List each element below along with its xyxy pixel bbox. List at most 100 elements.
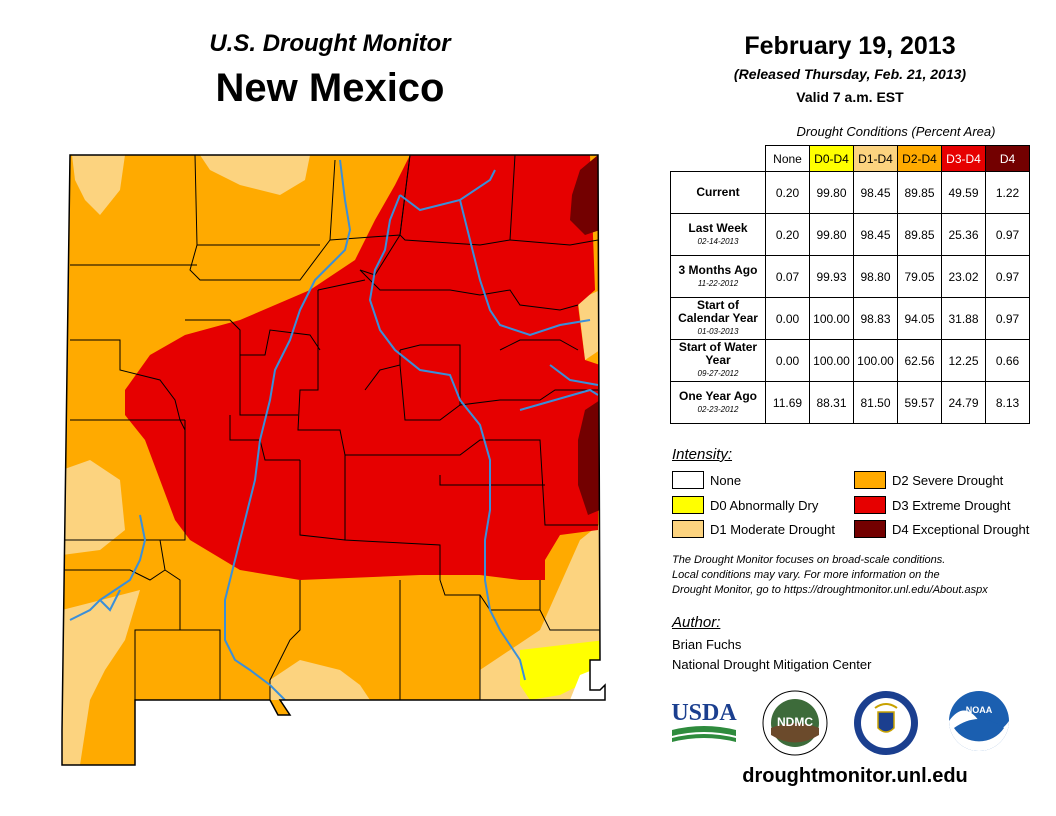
table-cell: 23.02 [941,255,986,298]
state-border [61,154,606,766]
table-cell: 0.66 [985,339,1030,382]
legend-label-d4: D4 Exceptional Drought [892,521,1030,537]
legend-label-d0: D0 Abnormally Dry [710,497,819,513]
legend-title: Intensity: [672,446,733,463]
table-cell: 100.00 [809,297,854,340]
row-label-text: Current [696,185,740,199]
legend-none: None [672,471,741,489]
table-cell: 99.93 [809,255,854,298]
table-cell: 59.57 [897,381,942,424]
table-cell: 99.80 [809,171,854,214]
row-date: 09-27-2012 [697,369,739,378]
usda-logo-text: USDA [671,700,737,726]
row-label: Current [670,171,766,214]
table-cell: 1.22 [985,171,1030,214]
row-date: 11-22-2012 [697,278,739,288]
legend-label-none: None [710,472,742,488]
col-d3-d4-header: D3-D4 [941,145,986,172]
header-blank [671,146,766,172]
table-cell: 49.59 [941,171,986,214]
legend-d3: D3 Extreme Drought [854,496,1011,514]
table-cell: 31.88 [941,297,986,340]
author-heading: Author: [672,614,721,631]
row-label-text: 3 Months Ago [678,262,758,277]
note-line-2: Local conditions may vary. For more info… [672,569,940,581]
author-name: Brian Fuchs [672,637,742,652]
table-cell: 88.31 [809,381,854,424]
gila-river [69,514,147,621]
d1-area-sw [62,590,140,765]
table-cell: 25.36 [941,213,986,256]
col-d2-d4-header: D2-D4 [897,145,942,172]
legend-swatch-d0 [672,496,704,514]
table-cell: 11.69 [765,381,810,424]
table-cell: 0.00 [765,297,810,340]
legend-d4: D4 Exceptional Drought [854,520,1029,538]
table-row: Start of Water Year 09-27-2012 0.00 100.00 1… [670,339,1030,382]
row-label-text: Start of Water Year [678,340,758,367]
legend-swatch-none [672,471,704,489]
table-caption: Drought Conditions (Percent Area) [796,124,996,139]
col-d0-d4-header: D0-D4 [809,145,854,172]
row-date: 02-14-2013 [697,236,739,246]
d4-area-ne [570,155,600,235]
legend-swatch-d3 [854,496,886,514]
d1-area-east [578,290,600,360]
table-header-row: None D0-D4 D1-D4 D2-D4 D3-D4 D4 [671,145,1030,172]
table-cell: 0.07 [765,255,810,298]
site-url[interactable]: droughtmonitor.unl.edu [742,765,968,787]
table-cell: 81.50 [853,381,898,424]
legend-label-d3: D3 Extreme Drought [892,497,1011,513]
map-title: New Mexico [215,66,445,110]
table-cell: 99.80 [809,213,854,256]
row-label: 3 Months Ago 11-22-2012 [670,255,766,298]
table-cell: 8.13 [985,381,1030,424]
county-lines [62,155,600,700]
table-cell: 0.97 [985,255,1030,298]
table-row: Current 0.20 99.80 98.45 89.85 49.59 1.22 [670,171,1030,214]
rivers [69,159,599,701]
table-cell: 89.85 [897,213,942,256]
note-line-3: Drought Monitor, go to https://droughtmo… [672,584,988,596]
usda-logo: USDA [671,700,737,742]
legend-d2: D2 Severe Drought [854,471,1003,489]
row-label: Last Week 02-14-2013 [670,213,766,256]
row-date: 02-23-2012 [697,404,739,414]
legend-swatch-d1 [672,520,704,538]
ndmc-logo: NDMC [762,690,828,756]
d1-area-south [270,660,370,700]
table-cell: 0.20 [765,213,810,256]
legend-swatch-d2 [854,471,886,489]
table-row: Start of Calendar Year 01-03-2013 0.00 100.… [670,297,1030,340]
row-label: Start of Calendar Year 01-03-2013 [670,297,766,340]
d3-area [125,155,600,580]
ndmc-logo-text: NDMC [777,715,813,729]
table-cell: 79.05 [897,255,942,298]
table-cell: 12.25 [941,339,986,382]
canadian-river [459,199,591,337]
author-org: National Drought Mitigation Center [672,657,872,672]
disclaimer-note: The Drought Monitor focuses on broad-sca… [672,553,1042,598]
gila-branch [99,589,121,612]
d1-area-west [62,460,125,555]
table-cell: 100.00 [853,339,898,382]
table-cell: 24.79 [941,381,986,424]
rio-grande-river [224,159,352,701]
table-cell: 0.20 [765,171,810,214]
commerce-logo [854,691,918,755]
table-cell: 0.00 [765,339,810,382]
legend-d1: D1 Moderate Drought [672,520,835,538]
table-cell: 98.45 [853,213,898,256]
row-label-text: Start of Calendar Year [678,298,758,325]
table-cell: 100.00 [809,339,854,382]
note-line-1: The Drought Monitor focuses on broad-sca… [672,554,946,566]
legend-label-d2: D2 Severe Drought [892,472,1004,488]
row-date: 01-03-2013 [697,327,739,336]
pecos-river [368,194,526,681]
valid-time: Valid 7 a.m. EST [796,89,904,105]
east-river-2 [549,364,599,386]
legend-label-d1: D1 Moderate Drought [710,521,836,537]
d0-area [520,640,605,700]
drought-conditions-table: None D0-D4 D1-D4 D2-D4 D3-D4 D4 Current 0… [670,145,1030,424]
table-cell: 98.45 [853,171,898,214]
